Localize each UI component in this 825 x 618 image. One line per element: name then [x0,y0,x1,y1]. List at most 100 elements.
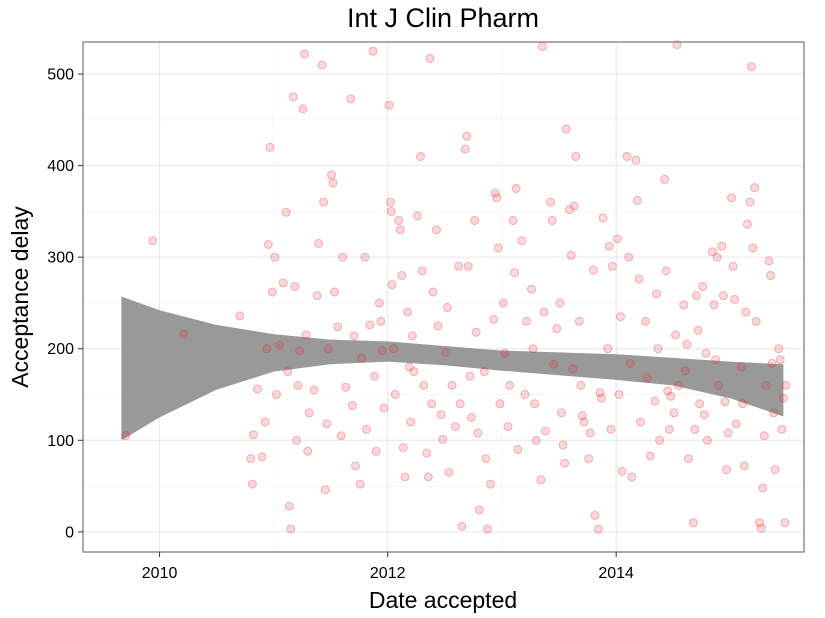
data-point [481,454,491,464]
data-point [569,201,579,211]
data-point [764,256,774,266]
data-point [290,282,300,291]
data-point [566,250,576,260]
data-point [739,461,749,471]
y-tick-label: 500 [47,67,74,84]
data-point [707,247,717,257]
data-point [750,183,760,193]
data-point [422,448,432,458]
y-tick-label: 300 [47,250,74,267]
data-point [767,358,777,368]
data-point [642,373,652,383]
data-point [612,234,622,244]
y-tick-label: 0 [65,524,74,541]
data-point [531,435,541,445]
data-point [303,446,313,456]
data-point [597,393,606,403]
data-point [503,422,513,432]
data-point [616,312,625,322]
data-point [568,364,578,374]
data-point [748,243,758,253]
data-point [565,205,575,215]
data-point [517,236,527,246]
data-point [727,193,736,203]
data-points [121,40,791,534]
data-point [460,144,470,154]
data-point [349,331,359,341]
data-point [416,152,425,161]
data-point [433,321,443,331]
data-point [513,445,523,454]
data-point [595,388,605,398]
grid-major [83,42,804,552]
data-point [387,280,397,290]
y-axis-title: Acceptance delay [7,206,33,388]
data-point [741,307,751,317]
data-point [362,424,371,434]
data-point [262,344,272,354]
data-point [246,454,256,464]
data-point [265,142,275,152]
data-point [300,49,310,59]
data-point [574,316,584,326]
data-point [403,307,413,317]
data-point [298,104,308,114]
data-point [680,366,690,376]
data-point [284,501,294,511]
data-point [327,170,336,180]
data-point [539,307,549,317]
data-point [365,320,375,330]
data-point [252,384,262,394]
data-point [552,324,562,334]
data-point [482,524,492,534]
data-point [471,327,481,337]
data-point [436,410,446,420]
data-point [627,472,637,482]
data-point [412,211,422,221]
data-point [664,424,674,434]
data-point [248,430,258,440]
data-point [584,454,594,464]
data-point [546,197,555,207]
data-point [398,443,408,453]
data-point [661,266,671,276]
data-point [474,505,484,515]
data-point [720,397,730,407]
data-point [371,446,381,456]
data-point [561,124,571,134]
data-point [711,355,721,365]
data-point [778,393,788,403]
data-point [389,344,399,354]
data-point [682,339,692,349]
data-point [417,266,427,276]
data-point [377,346,387,356]
data-point [328,178,338,188]
data-point [395,225,405,235]
data-point [722,465,731,475]
data-point [333,322,343,332]
data-point [614,390,624,399]
data-point [357,353,367,363]
data-point [775,355,785,365]
x-axis: 2010 2012 2014 [142,552,634,582]
data-point [500,348,510,358]
data-point [555,298,565,308]
data-point [672,40,682,50]
data-point [758,483,768,493]
data-point [304,408,314,418]
data-point [761,380,771,390]
data-point [560,458,570,468]
data-point [293,380,303,390]
y-tick-label: 100 [47,433,74,450]
data-point [751,316,761,326]
data-point [498,298,508,308]
data-point [235,311,245,321]
y-tick-label: 400 [47,158,74,175]
data-point [263,239,273,249]
data-point [260,417,270,427]
data-point [541,426,550,436]
data-point [309,385,319,395]
y-axis: 0 100 200 300 400 500 [47,67,83,541]
data-point [505,380,515,390]
data-point [511,184,521,193]
